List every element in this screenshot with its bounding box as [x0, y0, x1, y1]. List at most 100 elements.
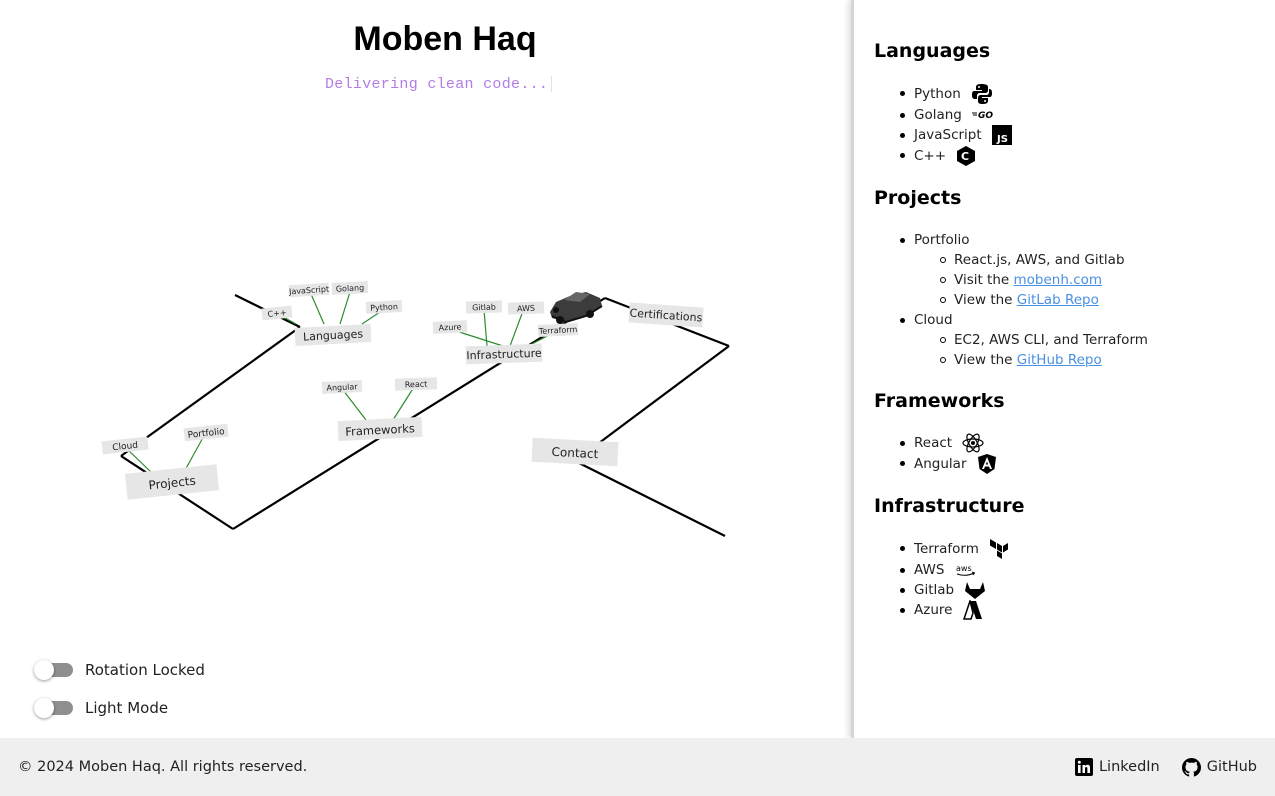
- gitlab-repo-link[interactable]: GitLab Repo: [1016, 292, 1099, 308]
- typing-caret: [551, 76, 553, 93]
- azure-label: Azure: [914, 602, 953, 618]
- visit-prefix: Visit the: [954, 272, 1014, 288]
- cloud-details: EC2, AWS CLI, and Terraform View the Git…: [940, 330, 1275, 370]
- label-certifications[interactable]: Certifications: [628, 302, 704, 328]
- languages-title: Languages: [874, 40, 991, 62]
- list-item-cpp: C++ C: [900, 145, 1275, 167]
- svg-text:Contact: Contact: [551, 445, 599, 461]
- car-model: [550, 292, 603, 324]
- infrastructure-section: Infrastructure Terraform AWS aws Gitlab …: [874, 495, 1275, 620]
- list-item-azure: Azure: [900, 600, 1275, 620]
- cpp-label: C++: [914, 148, 947, 164]
- projects-list: Portfolio React.js, AWS, and Gitlab Visi…: [900, 230, 1275, 370]
- label-python[interactable]: Python: [365, 300, 403, 314]
- python-icon: [972, 84, 993, 104]
- label-react[interactable]: React: [394, 377, 438, 391]
- linkedin-label: LinkedIn: [1098, 759, 1160, 775]
- svg-text:Terraform: Terraform: [538, 325, 578, 336]
- svg-text:JS: JS: [996, 134, 1008, 145]
- label-cpp[interactable]: C++: [261, 305, 293, 321]
- theme-toggle[interactable]: [34, 698, 73, 718]
- react-icon: [962, 433, 984, 453]
- mobenh-link[interactable]: mobenh.com: [1013, 272, 1103, 288]
- frameworks-title: Frameworks: [874, 390, 1005, 412]
- portfolio-tech: React.js, AWS, and Gitlab: [940, 250, 1275, 270]
- label-portfolio[interactable]: Portfolio: [183, 423, 229, 442]
- frameworks-section: Frameworks React Angular: [874, 390, 1275, 475]
- angular-icon: [977, 454, 996, 474]
- svg-text:C++: C++: [267, 308, 287, 319]
- label-infrastructure[interactable]: Infrastructure: [465, 343, 543, 365]
- label-cloud[interactable]: Cloud: [101, 436, 149, 455]
- rotation-toggle-label: Rotation Locked: [85, 661, 205, 679]
- gitlab-label: Gitlab: [914, 582, 955, 598]
- list-item-python: Python: [900, 83, 1275, 105]
- typing-text: Delivering clean code...: [325, 76, 549, 93]
- frameworks-list: React Angular: [900, 433, 1275, 475]
- aws-icon: aws: [956, 564, 976, 576]
- list-item-portfolio: Portfolio React.js, AWS, and Gitlab Visi…: [900, 230, 1275, 310]
- svg-text:Python: Python: [370, 302, 398, 312]
- svg-text:Projects: Projects: [148, 474, 197, 493]
- label-gitlab[interactable]: Gitlab: [465, 300, 503, 314]
- rotation-toggle-row: Rotation Locked: [34, 660, 205, 680]
- linkedin-link[interactable]: LinkedIn: [1074, 758, 1160, 776]
- javascript-label: JavaScript: [914, 127, 982, 143]
- list-item-terraform: Terraform: [900, 538, 1275, 560]
- svg-text:React: React: [405, 380, 428, 390]
- svg-text:AWS: AWS: [517, 304, 535, 314]
- skills-sidebar: Languages Python Golang GO JavaScript JS…: [851, 0, 1275, 738]
- angular-label: Angular: [914, 456, 967, 472]
- svg-text:Frameworks: Frameworks: [345, 421, 415, 439]
- cpp-icon: C: [957, 146, 976, 166]
- portfolio-label: Portfolio: [914, 232, 970, 248]
- label-angular[interactable]: Angular: [321, 379, 363, 395]
- svg-text:Azure: Azure: [438, 322, 461, 332]
- theme-toggle-knob: [34, 698, 54, 718]
- repo-prefix: View the: [954, 352, 1017, 368]
- aws-label: AWS: [914, 562, 945, 578]
- svg-text:Golang: Golang: [336, 283, 365, 293]
- typing-tagline: Delivering clean code...: [325, 76, 553, 93]
- cloud-label: Cloud: [914, 312, 953, 328]
- github-label: GitHub: [1206, 759, 1257, 775]
- label-golang[interactable]: Golang: [331, 281, 369, 295]
- theme-toggle-row: Light Mode: [34, 698, 169, 718]
- terraform-label: Terraform: [914, 541, 979, 557]
- branch-lines: [125, 291, 556, 475]
- label-azure[interactable]: Azure: [432, 320, 468, 334]
- copyright-text: © 2024 Moben Haq. All rights reserved.: [18, 759, 308, 775]
- main-canvas-area: Moben Haq Delivering clean code...: [0, 0, 851, 738]
- label-frameworks[interactable]: Frameworks: [337, 416, 423, 442]
- road-path: [120, 294, 730, 537]
- portfolio-visit: Visit the mobenh.com: [940, 270, 1275, 290]
- github-icon: [1181, 757, 1201, 777]
- roadmap-3d-scene[interactable]: C++ JavaScript Golang Python Gitlab AWS …: [0, 0, 851, 738]
- svg-text:aws: aws: [956, 564, 972, 573]
- svg-text:Infrastructure: Infrastructure: [466, 347, 542, 363]
- list-item-aws: AWS aws: [900, 560, 1275, 580]
- footer: © 2024 Moben Haq. All rights reserved. L…: [0, 738, 1275, 796]
- rotation-toggle[interactable]: [34, 660, 73, 680]
- github-repo-link[interactable]: GitHub Repo: [1016, 352, 1102, 368]
- label-projects[interactable]: Projects: [124, 464, 220, 500]
- svg-text:Angular: Angular: [326, 382, 358, 393]
- page-title: Moben Haq: [353, 20, 537, 58]
- portfolio-details: React.js, AWS, and Gitlab Visit the mobe…: [940, 250, 1275, 310]
- golang-label: Golang: [914, 107, 962, 123]
- languages-section: Languages Python Golang GO JavaScript JS…: [874, 40, 1275, 167]
- rotation-toggle-knob: [34, 660, 54, 680]
- label-terraform[interactable]: Terraform: [537, 322, 579, 338]
- theme-toggle-label: Light Mode: [85, 699, 169, 717]
- label-javascript[interactable]: JavaScript: [288, 282, 330, 298]
- github-link[interactable]: GitHub: [1181, 757, 1257, 777]
- list-item-react: React: [900, 433, 1275, 453]
- label-aws[interactable]: AWS: [507, 301, 545, 315]
- projects-section: Projects Portfolio React.js, AWS, and Gi…: [874, 187, 1275, 370]
- cloud-tech: EC2, AWS CLI, and Terraform: [940, 330, 1275, 350]
- list-item-golang: Golang GO: [900, 105, 1275, 125]
- label-languages[interactable]: Languages: [294, 324, 372, 346]
- svg-text:Languages: Languages: [303, 327, 364, 343]
- label-contact[interactable]: Contact: [531, 437, 619, 467]
- footer-links: LinkedIn GitHub: [1074, 757, 1257, 777]
